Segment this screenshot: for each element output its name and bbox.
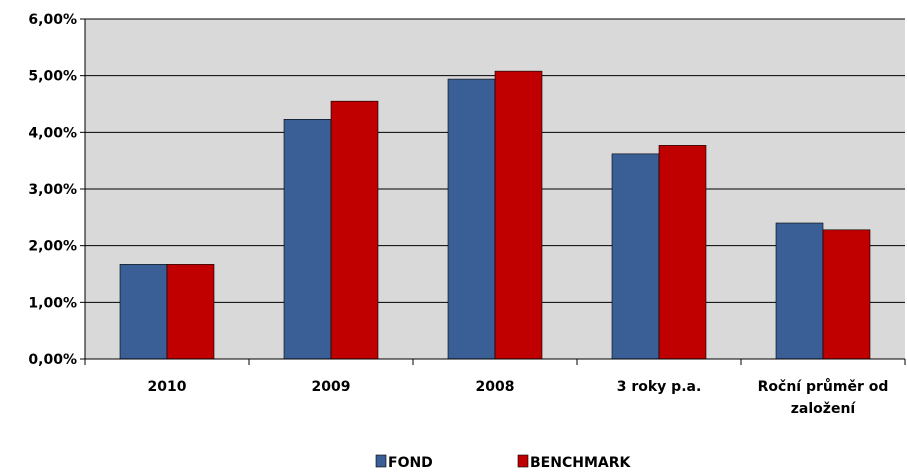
legend-swatch-fond [375, 454, 387, 468]
bar-benchmark-1 [330, 100, 379, 360]
y-tick-label: 1,00% [28, 295, 77, 311]
x-tick-label: 2010 [148, 379, 187, 395]
x-tick-label: 3 roky p.a. [617, 379, 702, 395]
y-tick-label: 6,00% [28, 12, 77, 28]
bars [119, 70, 871, 360]
legend-label-fond: FOND [388, 455, 433, 471]
bar-benchmark-0 [166, 264, 215, 360]
bar-fond-1 [283, 119, 332, 360]
y-tick-label: 2,00% [28, 239, 77, 255]
bar-benchmark-3 [658, 145, 707, 360]
x-tick-label: 2008 [476, 379, 515, 395]
y-tick-label: 5,00% [28, 69, 77, 85]
x-axis-ticks: 2010 2009 2008 3 roky p.a. Roční průměr od za… [84, 359, 906, 417]
y-axis-ticks: 0,00% 1,00% 2,00% 3,00% 4,00% 5,00% 6,00% [28, 12, 85, 368]
bar-benchmark-2 [494, 70, 543, 360]
y-tick-label: 4,00% [28, 125, 77, 141]
bar-fond-4 [775, 222, 824, 360]
legend-label-benchmark: BENCHMARK [530, 455, 631, 471]
bar-benchmark-4 [822, 229, 871, 360]
y-tick-label: 0,00% [28, 352, 77, 368]
bar-fond-0 [119, 264, 168, 360]
x-tick-label: Roční průměr od založení [758, 378, 889, 417]
x-tick-label: 2009 [312, 379, 351, 395]
y-tick-label: 3,00% [28, 182, 77, 198]
legend-swatch-benchmark [517, 454, 529, 468]
bar-fond-3 [611, 153, 660, 360]
bar-fond-2 [447, 78, 496, 360]
legend: FOND BENCHMARK [375, 454, 631, 471]
